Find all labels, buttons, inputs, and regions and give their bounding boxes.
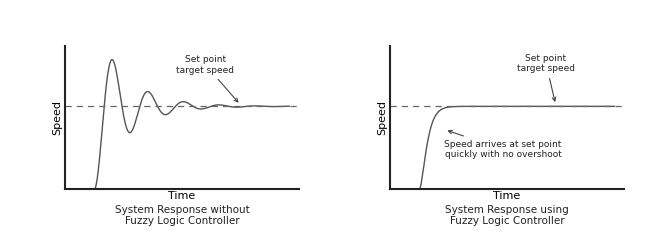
Text: Set point
target speed: Set point target speed bbox=[517, 54, 575, 101]
Y-axis label: Speed: Speed bbox=[377, 100, 387, 135]
Text: Speed arrives at set point
quickly with no overshoot: Speed arrives at set point quickly with … bbox=[445, 130, 562, 159]
Text: System Response using
Fuzzy Logic Controller: System Response using Fuzzy Logic Contro… bbox=[445, 205, 569, 226]
X-axis label: Time: Time bbox=[493, 191, 521, 201]
X-axis label: Time: Time bbox=[168, 191, 196, 201]
Text: System Response without
Fuzzy Logic Controller: System Response without Fuzzy Logic Cont… bbox=[114, 205, 250, 226]
Y-axis label: Speed: Speed bbox=[52, 100, 62, 135]
Text: Set point
target speed: Set point target speed bbox=[176, 55, 238, 102]
